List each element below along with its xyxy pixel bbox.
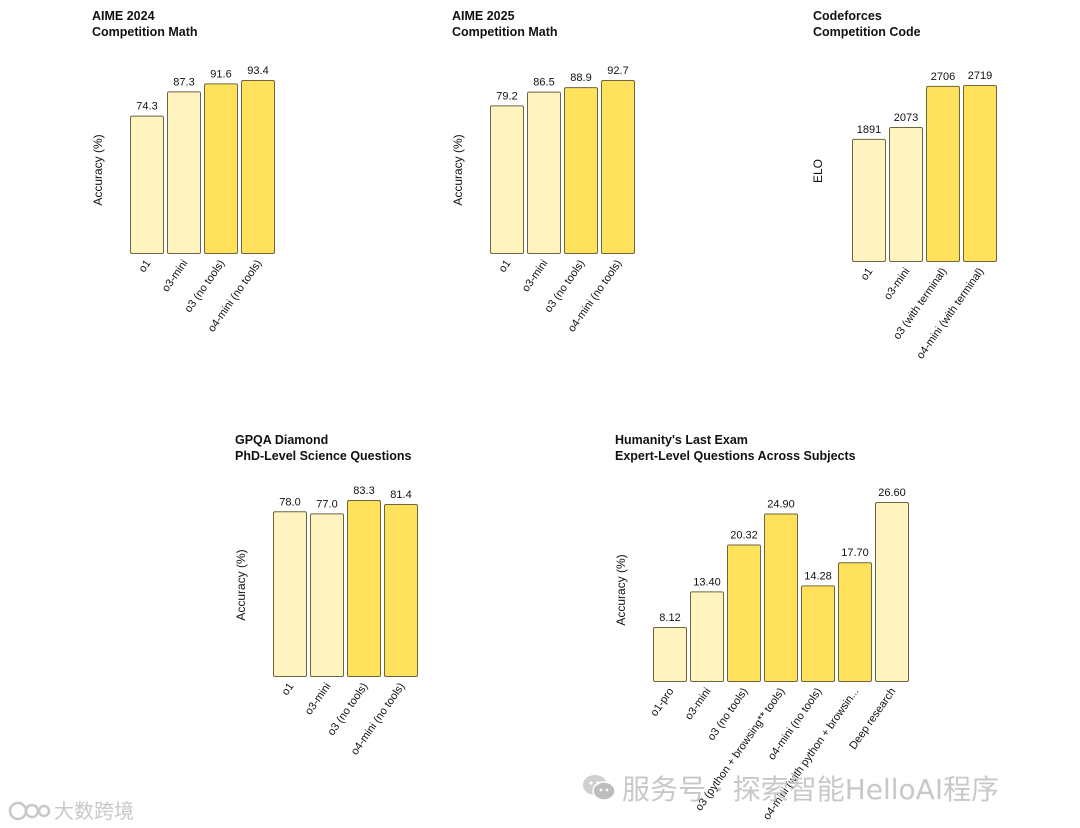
bar [347, 500, 381, 677]
bar-value-label: 93.4 [247, 65, 268, 77]
bar [727, 544, 761, 682]
bar [963, 85, 997, 262]
bar-value-label: 81.4 [390, 489, 411, 501]
x-tick-label: o1-pro [648, 686, 676, 719]
chart-subtitle: PhD-Level Science Questions [235, 449, 412, 463]
chart-gpqa-diamond: GPQA Diamond PhD-Level Science Questions A… [225, 430, 455, 760]
bar [889, 127, 923, 262]
chart-plot: Accuracy (%) 8.12o1-pro13.40o3-mini20.32o… [614, 487, 909, 820]
logo-icon [8, 800, 52, 822]
bar-value-label: 74.3 [136, 101, 157, 113]
chart-aime-2024: AIME 2024 Competition Math Accuracy (%) 74.… [80, 6, 310, 336]
bar-value-label: 13.40 [693, 576, 721, 588]
bar [384, 504, 418, 677]
bar [564, 87, 598, 254]
y-axis-label: Accuracy (%) [614, 554, 628, 625]
bar-value-label: 17.70 [841, 547, 869, 559]
chart-subtitle: Competition Code [813, 25, 921, 39]
chart-aime-2025: AIME 2025 Competition Math Accuracy (%) 79.… [440, 6, 670, 336]
x-tick-label: o1 [280, 681, 297, 698]
y-axis-label: Accuracy (%) [91, 134, 105, 205]
bar-value-label: 8.12 [659, 612, 680, 624]
x-tick-label: o4-mini (with terminal) [915, 266, 987, 362]
chart-subtitle: Expert-Level Questions Across Subjects [615, 449, 856, 463]
x-tick-label: o3-mini [160, 258, 191, 294]
bar-value-label: 2706 [931, 71, 955, 83]
bar [852, 138, 886, 262]
chart-title: Codeforces [813, 9, 882, 23]
y-axis-label: ELO [811, 159, 825, 183]
bar [838, 562, 872, 683]
chart-title: AIME 2024 [92, 9, 155, 23]
bar-value-label: 1891 [857, 124, 881, 136]
x-tick-label: o1 [137, 258, 154, 275]
bar-value-label: 26.60 [878, 487, 906, 499]
bar-value-label: 2073 [894, 112, 918, 124]
y-axis-label: Accuracy (%) [234, 549, 248, 620]
chart-subtitle: Competition Math [452, 25, 558, 39]
bar [875, 502, 909, 682]
bar [273, 511, 307, 677]
bar-value-label: 77.0 [316, 498, 337, 510]
bar-value-label: 92.7 [607, 65, 628, 77]
x-tick-label: o1 [497, 258, 514, 275]
chart-humanitys-last-exam: Humanity's Last Exam Expert-Level Questio… [605, 430, 915, 820]
bar [690, 591, 724, 682]
chart-title: Humanity's Last Exam [615, 433, 748, 447]
bar [310, 513, 344, 677]
watermark-left: 大数跨境 [8, 795, 134, 824]
bar [130, 115, 164, 254]
bar-value-label: 83.3 [353, 485, 374, 497]
chart-subtitle: Competition Math [92, 25, 198, 39]
x-tick-label: o3-mini [683, 686, 714, 722]
bar-value-label: 20.32 [730, 529, 758, 541]
bar [764, 513, 798, 683]
x-tick-label: o3-mini [303, 681, 334, 717]
watermark-right: 服务号 · 探索智能HelloAI程序 [582, 768, 999, 808]
bar-value-label: 88.9 [570, 72, 591, 84]
chart-title: GPQA Diamond [235, 433, 329, 447]
x-tick-label: o3-mini [520, 258, 551, 294]
y-axis-label: Accuracy (%) [451, 134, 465, 205]
bar [167, 91, 201, 254]
bar-value-label: 91.6 [210, 68, 231, 80]
bar-value-label: 86.5 [533, 77, 554, 89]
bar [204, 83, 238, 254]
bar-value-label: 79.2 [496, 90, 517, 102]
x-tick-label: o3-mini [882, 266, 913, 302]
bar [653, 627, 687, 682]
bar-value-label: 24.90 [767, 499, 795, 511]
chart-title: AIME 2025 [452, 9, 515, 23]
bar [601, 80, 635, 254]
x-tick-label: o1 [859, 266, 876, 283]
bar [926, 85, 960, 262]
bar [241, 80, 275, 254]
bar-value-label: 14.28 [804, 570, 832, 582]
bar [527, 91, 561, 254]
bar-value-label: 78.0 [279, 496, 300, 508]
bar [490, 105, 524, 254]
bar [801, 585, 835, 682]
bar-value-label: 87.3 [173, 76, 194, 88]
wechat-icon [582, 773, 616, 803]
chart-codeforces: Codeforces Competition Code ELO 1891 o1 2073 o… [800, 6, 1040, 376]
bar-value-label: 2719 [968, 70, 992, 82]
